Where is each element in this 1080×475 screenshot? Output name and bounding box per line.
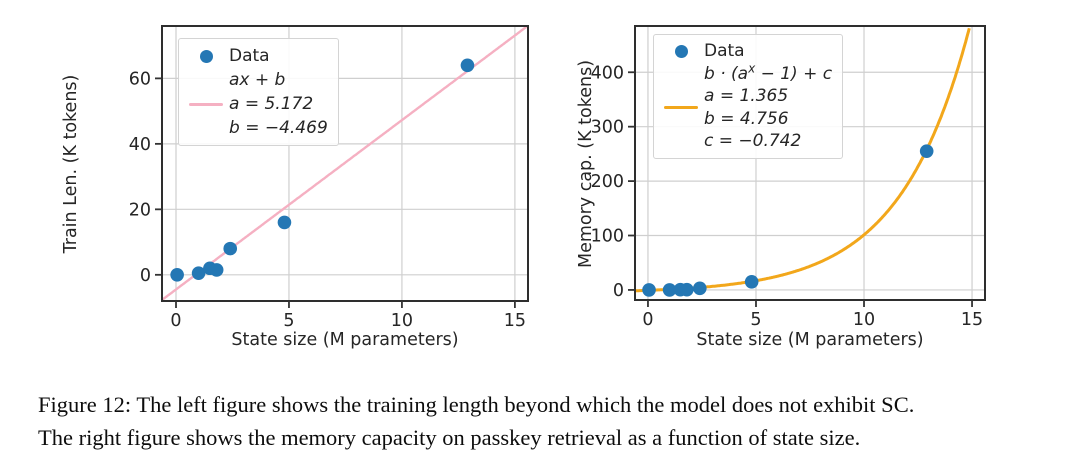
legend-entry-data: Data — [658, 40, 832, 63]
left-plot: 0 5 10 15 0 20 40 60 Train Len. (K tokens) Stat… — [40, 0, 545, 370]
svg-text:40: 40 — [129, 135, 151, 155]
fit-formula: ax + b — [229, 70, 286, 90]
legend-data-label: Data — [229, 46, 270, 66]
fit-line-marker-icon — [189, 102, 223, 106]
left-y-axis-label: Train Len. (K tokens) — [61, 74, 81, 254]
data-dot-marker-icon — [199, 49, 213, 63]
svg-text:10: 10 — [391, 311, 413, 331]
right-legend: Data b · (ax − 1) + c a = 1.365 b = 4.75… — [653, 34, 844, 159]
right-y-axis-label: Memory cap. (K tokens) — [576, 59, 596, 269]
fit-param-c: c = −0.742 — [704, 131, 802, 151]
right-x-axis-label: State size (M parameters) — [696, 330, 924, 350]
svg-text:0: 0 — [170, 311, 181, 331]
svg-text:0: 0 — [613, 281, 624, 301]
figure-caption: Figure 12: The left figure shows the tra… — [38, 388, 1068, 454]
svg-text:20: 20 — [129, 200, 151, 220]
svg-text:5: 5 — [750, 310, 761, 330]
svg-text:100: 100 — [591, 227, 624, 247]
fit-param-a: a = 5.172 — [229, 94, 314, 114]
svg-text:5: 5 — [283, 311, 294, 331]
svg-text:0: 0 — [642, 310, 653, 330]
legend-entry-fit: ax + b a = 5.172 b = −4.469 — [183, 68, 328, 140]
legend-entry-data: Data — [183, 44, 328, 68]
svg-text:0: 0 — [140, 266, 151, 286]
svg-text:15: 15 — [961, 310, 983, 330]
left-x-axis-label: State size (M parameters) — [231, 330, 459, 350]
fit-param-a: a = 1.365 — [704, 86, 789, 106]
right-plot: 0 5 10 15 0 100 200 300 400 Memory cap. (K token… — [555, 0, 1020, 370]
fit-param-b: b = 4.756 — [704, 108, 789, 129]
fit-param-b: b = −4.469 — [229, 118, 328, 138]
svg-text:200: 200 — [591, 172, 624, 192]
left-legend: Data ax + b a = 5.172 b = −4.469 — [178, 38, 339, 146]
caption-line-2: The right figure shows the memory capaci… — [38, 425, 861, 450]
svg-text:400: 400 — [591, 63, 624, 83]
svg-text:60: 60 — [129, 69, 151, 89]
left-chart-canvas: 0 5 10 15 0 20 40 60 — [129, 25, 529, 331]
data-dot-marker-icon — [674, 44, 688, 58]
legend-data-label: Data — [704, 41, 745, 61]
svg-text:15: 15 — [504, 311, 526, 331]
legend-entry-fit: b · (ax − 1) + c a = 1.365 b = 4.756 c =… — [658, 60, 833, 153]
caption-line-1: Figure 12: The left figure shows the tra… — [38, 392, 915, 417]
fit-line-marker-icon — [664, 106, 698, 109]
svg-text:10: 10 — [853, 310, 875, 330]
fit-formula: b · (ax − 1) + c — [704, 60, 833, 84]
svg-text:300: 300 — [591, 118, 624, 138]
